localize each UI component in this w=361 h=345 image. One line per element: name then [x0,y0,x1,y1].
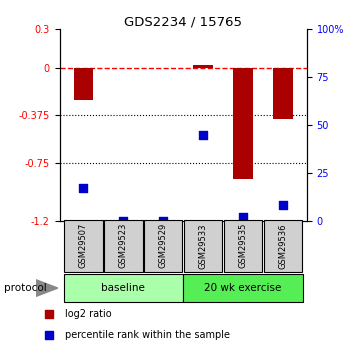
Point [121,218,126,224]
FancyBboxPatch shape [264,220,302,272]
FancyBboxPatch shape [64,220,103,272]
FancyBboxPatch shape [104,220,143,272]
Bar [273,68,293,119]
FancyBboxPatch shape [64,274,183,302]
Bar [193,65,213,68]
Text: 20 wk exercise: 20 wk exercise [204,283,282,293]
FancyBboxPatch shape [184,220,222,272]
Point [46,332,52,337]
Point [160,218,166,224]
Text: GSM29529: GSM29529 [159,223,168,268]
Point [81,186,86,191]
FancyBboxPatch shape [224,220,262,272]
Point [240,214,246,220]
Text: protocol: protocol [4,283,46,293]
FancyBboxPatch shape [144,220,182,272]
Text: GSM29533: GSM29533 [199,223,208,268]
Title: GDS2234 / 15765: GDS2234 / 15765 [124,15,242,28]
Text: GSM29536: GSM29536 [278,223,287,268]
Polygon shape [36,280,58,296]
Text: log2 ratio: log2 ratio [65,309,111,319]
Point [46,311,52,317]
Bar [233,68,253,179]
Point [200,132,206,137]
Text: GSM29535: GSM29535 [239,223,248,268]
Text: percentile rank within the sample: percentile rank within the sample [65,330,230,339]
FancyBboxPatch shape [183,274,303,302]
Text: GSM29507: GSM29507 [79,223,88,268]
Text: GSM29523: GSM29523 [119,223,128,268]
Text: baseline: baseline [101,283,145,293]
Point [280,203,286,208]
Bar [74,68,93,100]
